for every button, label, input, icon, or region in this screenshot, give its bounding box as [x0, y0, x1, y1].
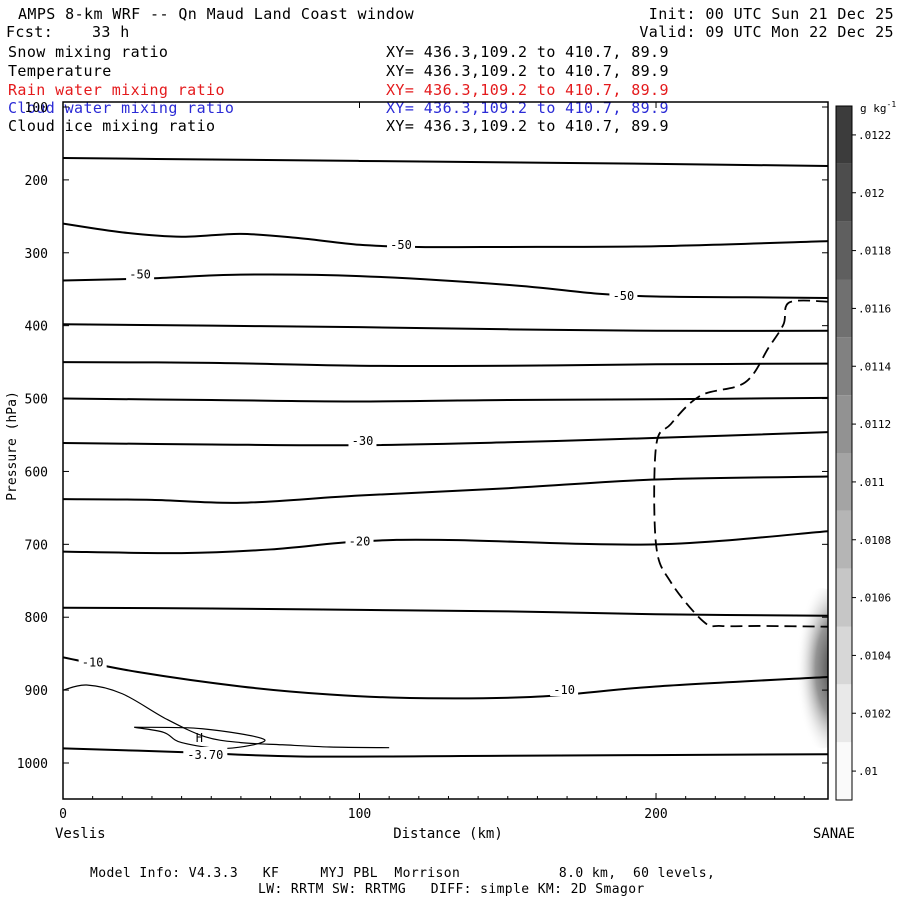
isotherm-line — [63, 530, 828, 555]
field-xy: XY= 436.3,109.2 to 410.7, 89.9 — [386, 62, 669, 80]
contour-label-bg — [609, 287, 638, 302]
colorbar-band — [836, 510, 852, 569]
model-physics: LW: RRTM SW: RRTMG DIFF: simple KM: 2D S… — [258, 882, 645, 897]
isotherm-line — [63, 606, 828, 617]
contour-label-bg — [78, 654, 107, 669]
field-name: Rain water mixing ratio — [8, 81, 225, 99]
contour-label: -50 — [390, 238, 412, 252]
y-tick-label: 400 — [25, 320, 48, 335]
colorbar-tick-label: .012 — [858, 187, 885, 200]
colorbar-frame — [835, 105, 853, 801]
isotherm-line — [63, 323, 828, 332]
y-tick-label: 800 — [25, 611, 48, 626]
left-endpoint-label: Veslis — [55, 826, 106, 842]
x-tick-label: 0 — [59, 807, 67, 822]
colorbar-tick-label: .0112 — [858, 418, 891, 431]
colorbar-unit: g kg-1 — [860, 100, 896, 115]
colorbar-tick-label: .0104 — [858, 649, 891, 662]
colorbar-band — [836, 221, 852, 280]
forecast-label: Fcst: — [6, 23, 54, 41]
colorbar: .01 .0102 .0104 .0106 .0108 .011 .0112 .0114 .01… — [835, 105, 891, 801]
colorbar-tick-label: .0118 — [858, 245, 891, 258]
right-endpoint-label: SANAE — [813, 826, 855, 842]
isotherm-line — [63, 273, 828, 299]
field-name: Snow mixing ratio — [8, 43, 169, 61]
contour-label: -20 — [349, 534, 371, 548]
field-xy: XY= 436.3,109.2 to 410.7, 89.9 — [386, 43, 669, 61]
y-tick-label: 700 — [25, 538, 48, 553]
isotherm-line — [63, 157, 828, 168]
y-axis-label: Pressure (hPa) — [5, 391, 20, 501]
init-time: Init: 00 UTC Sun 21 Dec 25 — [648, 5, 894, 23]
isotherm-line — [63, 222, 828, 249]
contour-label-bg — [348, 432, 377, 447]
contour-label-bg — [345, 533, 374, 548]
snow-mixing-shading — [789, 588, 828, 749]
contour-label-bg — [126, 266, 155, 281]
colorbar-band — [836, 568, 852, 627]
colorbar-band — [836, 395, 852, 453]
y-tick-label: 600 — [25, 465, 48, 480]
colorbar-tick-label: .0102 — [858, 707, 891, 720]
plot-frame — [62, 101, 829, 800]
model-info: Model Info: V4.3.3 KF MYJ PBL Morrison 8… — [90, 866, 716, 881]
isotherm-line — [63, 431, 828, 447]
colorbar-band — [836, 684, 852, 743]
contour-label: -50 — [129, 268, 151, 282]
contour-label: -50 — [613, 289, 635, 303]
colorbar-band — [836, 742, 852, 800]
y-tick-label: 200 — [25, 174, 48, 189]
contour-label: -30 — [352, 434, 374, 448]
cloud-ice-contour — [653, 299, 828, 628]
colorbar-tick-label: .0122 — [858, 129, 891, 142]
colorbar-tick-label: .0116 — [858, 302, 891, 315]
colorbar-tick-label: .0114 — [858, 360, 891, 373]
contour-label: -10 — [82, 655, 104, 669]
colorbar-band — [836, 453, 852, 511]
field-xy: XY= 436.3,109.2 to 410.7, 89.9 — [386, 117, 669, 135]
isotherm-line — [63, 361, 828, 368]
x-axis-label: Distance (km) — [393, 826, 503, 842]
contour-label: -10 — [553, 683, 575, 697]
y-tick-label: 300 — [25, 247, 48, 262]
field-xy: XY= 436.3,109.2 to 410.7, 89.9 — [386, 99, 669, 117]
isotherm-line — [63, 475, 828, 504]
colorbar-band — [836, 626, 852, 685]
x-tick-label: 100 — [348, 807, 371, 822]
y-tick-label: 500 — [25, 393, 48, 408]
isotherm-line — [63, 747, 828, 758]
isotherm-line — [63, 396, 828, 403]
y-tick-label: 100 — [25, 101, 48, 116]
y-tick-label: 1000 — [17, 757, 48, 772]
colorbar-tick-label: .011 — [858, 476, 885, 489]
field-name: Cloud water mixing ratio — [8, 99, 235, 117]
colorbar-tick-label: .0108 — [858, 534, 891, 547]
contour-label: -3.70 — [187, 748, 223, 762]
field-name: Cloud ice mixing ratio — [8, 117, 216, 135]
colorbar-band — [836, 337, 852, 396]
colorbar-tick-label: .0106 — [858, 592, 891, 605]
contour-label-bg — [550, 682, 579, 697]
colorbar-band — [836, 106, 852, 164]
high-marker: H — [196, 731, 203, 745]
forecast-hour: 33 h — [92, 23, 130, 41]
field-name: Temperature — [8, 62, 112, 80]
chart-title: AMPS 8-km WRF -- Qn Maud Land Coast wind… — [18, 5, 415, 23]
field-xy: XY= 436.3,109.2 to 410.7, 89.9 — [386, 81, 669, 99]
colorbar-band — [836, 163, 852, 222]
colorbar-band — [836, 279, 852, 338]
y-tick-label: 900 — [25, 684, 48, 699]
colorbar-tick-label: .01 — [858, 765, 878, 778]
x-tick-label: 200 — [644, 807, 667, 822]
isotherm-line — [63, 656, 828, 700]
thin-contour-line — [63, 684, 390, 749]
valid-time: Valid: 09 UTC Mon 22 Dec 25 — [639, 23, 894, 41]
contour-label-bg — [387, 236, 416, 251]
contour-label-bg — [183, 746, 228, 761]
